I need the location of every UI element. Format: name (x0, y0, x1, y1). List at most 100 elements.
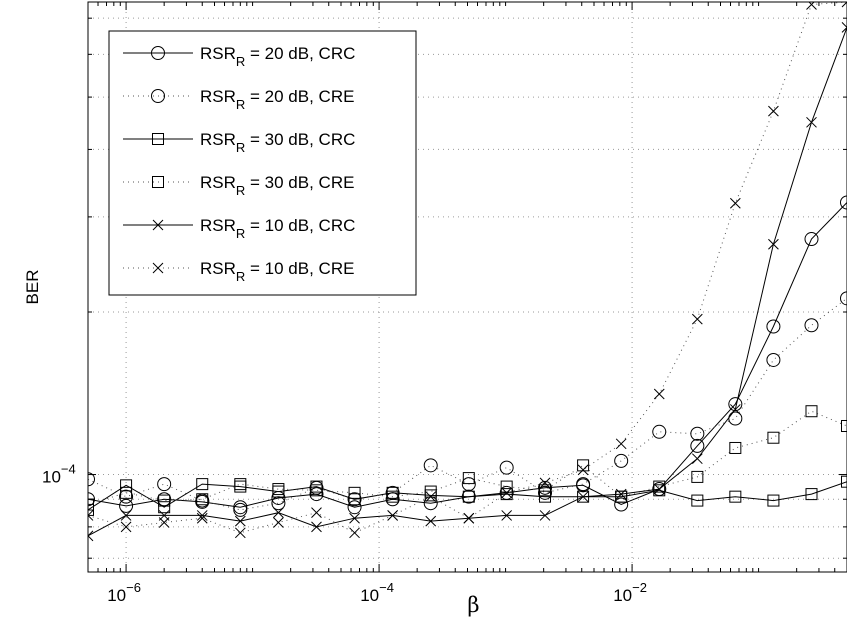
data-point-x (729, 404, 741, 415)
data-point-circle (614, 453, 629, 468)
data-point-x (273, 507, 284, 519)
data-point-x (273, 517, 284, 528)
data-point-square (805, 488, 818, 501)
x-tick-label: 10−6 (107, 580, 141, 605)
legend-label: RSRR = 10 dB, CRC (200, 216, 355, 241)
data-point-x (425, 515, 437, 527)
data-point-circle (119, 489, 134, 504)
data-point-square (691, 470, 704, 483)
data-point-circle (690, 438, 705, 453)
data-point-circle (88, 472, 95, 487)
data-point-x (349, 512, 360, 524)
data-point-x (234, 515, 246, 527)
data-point-circle (804, 318, 819, 333)
data-point-x (501, 487, 513, 499)
data-point-circle (88, 492, 95, 507)
data-point-x (88, 530, 94, 542)
data-point-square (158, 494, 171, 507)
data-point-x (120, 510, 132, 521)
data-point-circle (538, 485, 553, 500)
data-point-square (653, 480, 666, 493)
data-point-circle (804, 232, 819, 247)
data-point-circle (499, 460, 514, 475)
data-point-x (120, 521, 132, 533)
data-point-square (500, 488, 513, 501)
data-point-square (310, 484, 323, 497)
data-point-x (539, 510, 551, 521)
data-point-x (653, 388, 665, 400)
legend-label: RSRR = 30 dB, CRE (200, 173, 354, 198)
data-point-square (841, 419, 847, 432)
data-point-square (729, 490, 742, 503)
legend-label: RSRR = 20 dB, CRE (200, 87, 354, 112)
x-tick-label: 10−4 (360, 580, 394, 605)
data-point-square (615, 490, 628, 503)
data-point-square (196, 478, 209, 491)
data-point-x (88, 510, 94, 521)
data-point-x (196, 510, 208, 521)
data-point-circle (309, 487, 324, 502)
legend-label: RSRR = 20 dB, CRC (200, 44, 355, 69)
series-line (88, 410, 847, 505)
data-point-x (577, 464, 589, 476)
legend-item: RSRR = 20 dB, CRE (123, 87, 354, 112)
data-point-x (158, 517, 170, 528)
data-point-square (120, 479, 133, 492)
series-line (88, 297, 847, 511)
data-point-circle (766, 319, 781, 334)
data-point-x (729, 197, 741, 209)
data-point-circle (461, 477, 476, 492)
data-point-x (577, 491, 589, 503)
data-point-x (311, 507, 322, 519)
data-point-square (348, 486, 361, 499)
data-point-circle (347, 500, 362, 515)
data-point-x (615, 438, 627, 450)
legend-item: RSRR = 10 dB, CRE (123, 259, 354, 284)
data-point-square (500, 480, 513, 493)
data-point-circle (766, 352, 781, 367)
data-point-circle (151, 89, 165, 103)
axis-ticks: 10−6 10−4 10−2 10−4 (42, 2, 847, 605)
data-point-square (152, 133, 164, 145)
data-point-x (349, 527, 360, 539)
data-point-x (463, 512, 475, 524)
series-2 (88, 291, 847, 517)
legend-item: RSRR = 20 dB, CRC (123, 44, 355, 69)
data-point-circle (347, 492, 362, 507)
x-tick-label: 10−2 (613, 580, 647, 605)
y-tick-label: 10−4 (42, 462, 76, 487)
data-point-x (425, 491, 437, 503)
data-point-square (234, 478, 247, 491)
data-point-x (615, 488, 627, 500)
data-point-x (806, 116, 817, 128)
data-point-x (653, 483, 665, 495)
legend-item: RSRR = 30 dB, CRC (123, 130, 355, 155)
data-point-square (729, 441, 742, 454)
data-point-circle (233, 500, 248, 515)
data-point-square (88, 498, 94, 511)
legend-box (108, 30, 417, 296)
data-point-x (152, 219, 164, 231)
data-point-square (462, 490, 475, 503)
data-point-square (767, 494, 780, 507)
data-point-x (691, 313, 703, 325)
data-point-square (767, 431, 780, 444)
data-point-circle (690, 426, 705, 441)
data-point-x (387, 510, 398, 521)
data-point-x (196, 512, 208, 524)
data-point-circle (652, 424, 667, 439)
data-point-square (152, 176, 164, 188)
data-point-square (462, 472, 475, 485)
data-point-x (841, 22, 847, 33)
data-point-circle (538, 480, 553, 495)
data-point-x (501, 510, 513, 521)
data-point-x (841, 2, 847, 8)
data-point-square (577, 459, 590, 472)
data-point-x (768, 105, 779, 117)
data-point-square (348, 493, 361, 506)
data-point-square (386, 490, 399, 503)
series-4 (88, 405, 847, 511)
data-point-square (196, 493, 209, 506)
data-point-circle (840, 291, 847, 306)
